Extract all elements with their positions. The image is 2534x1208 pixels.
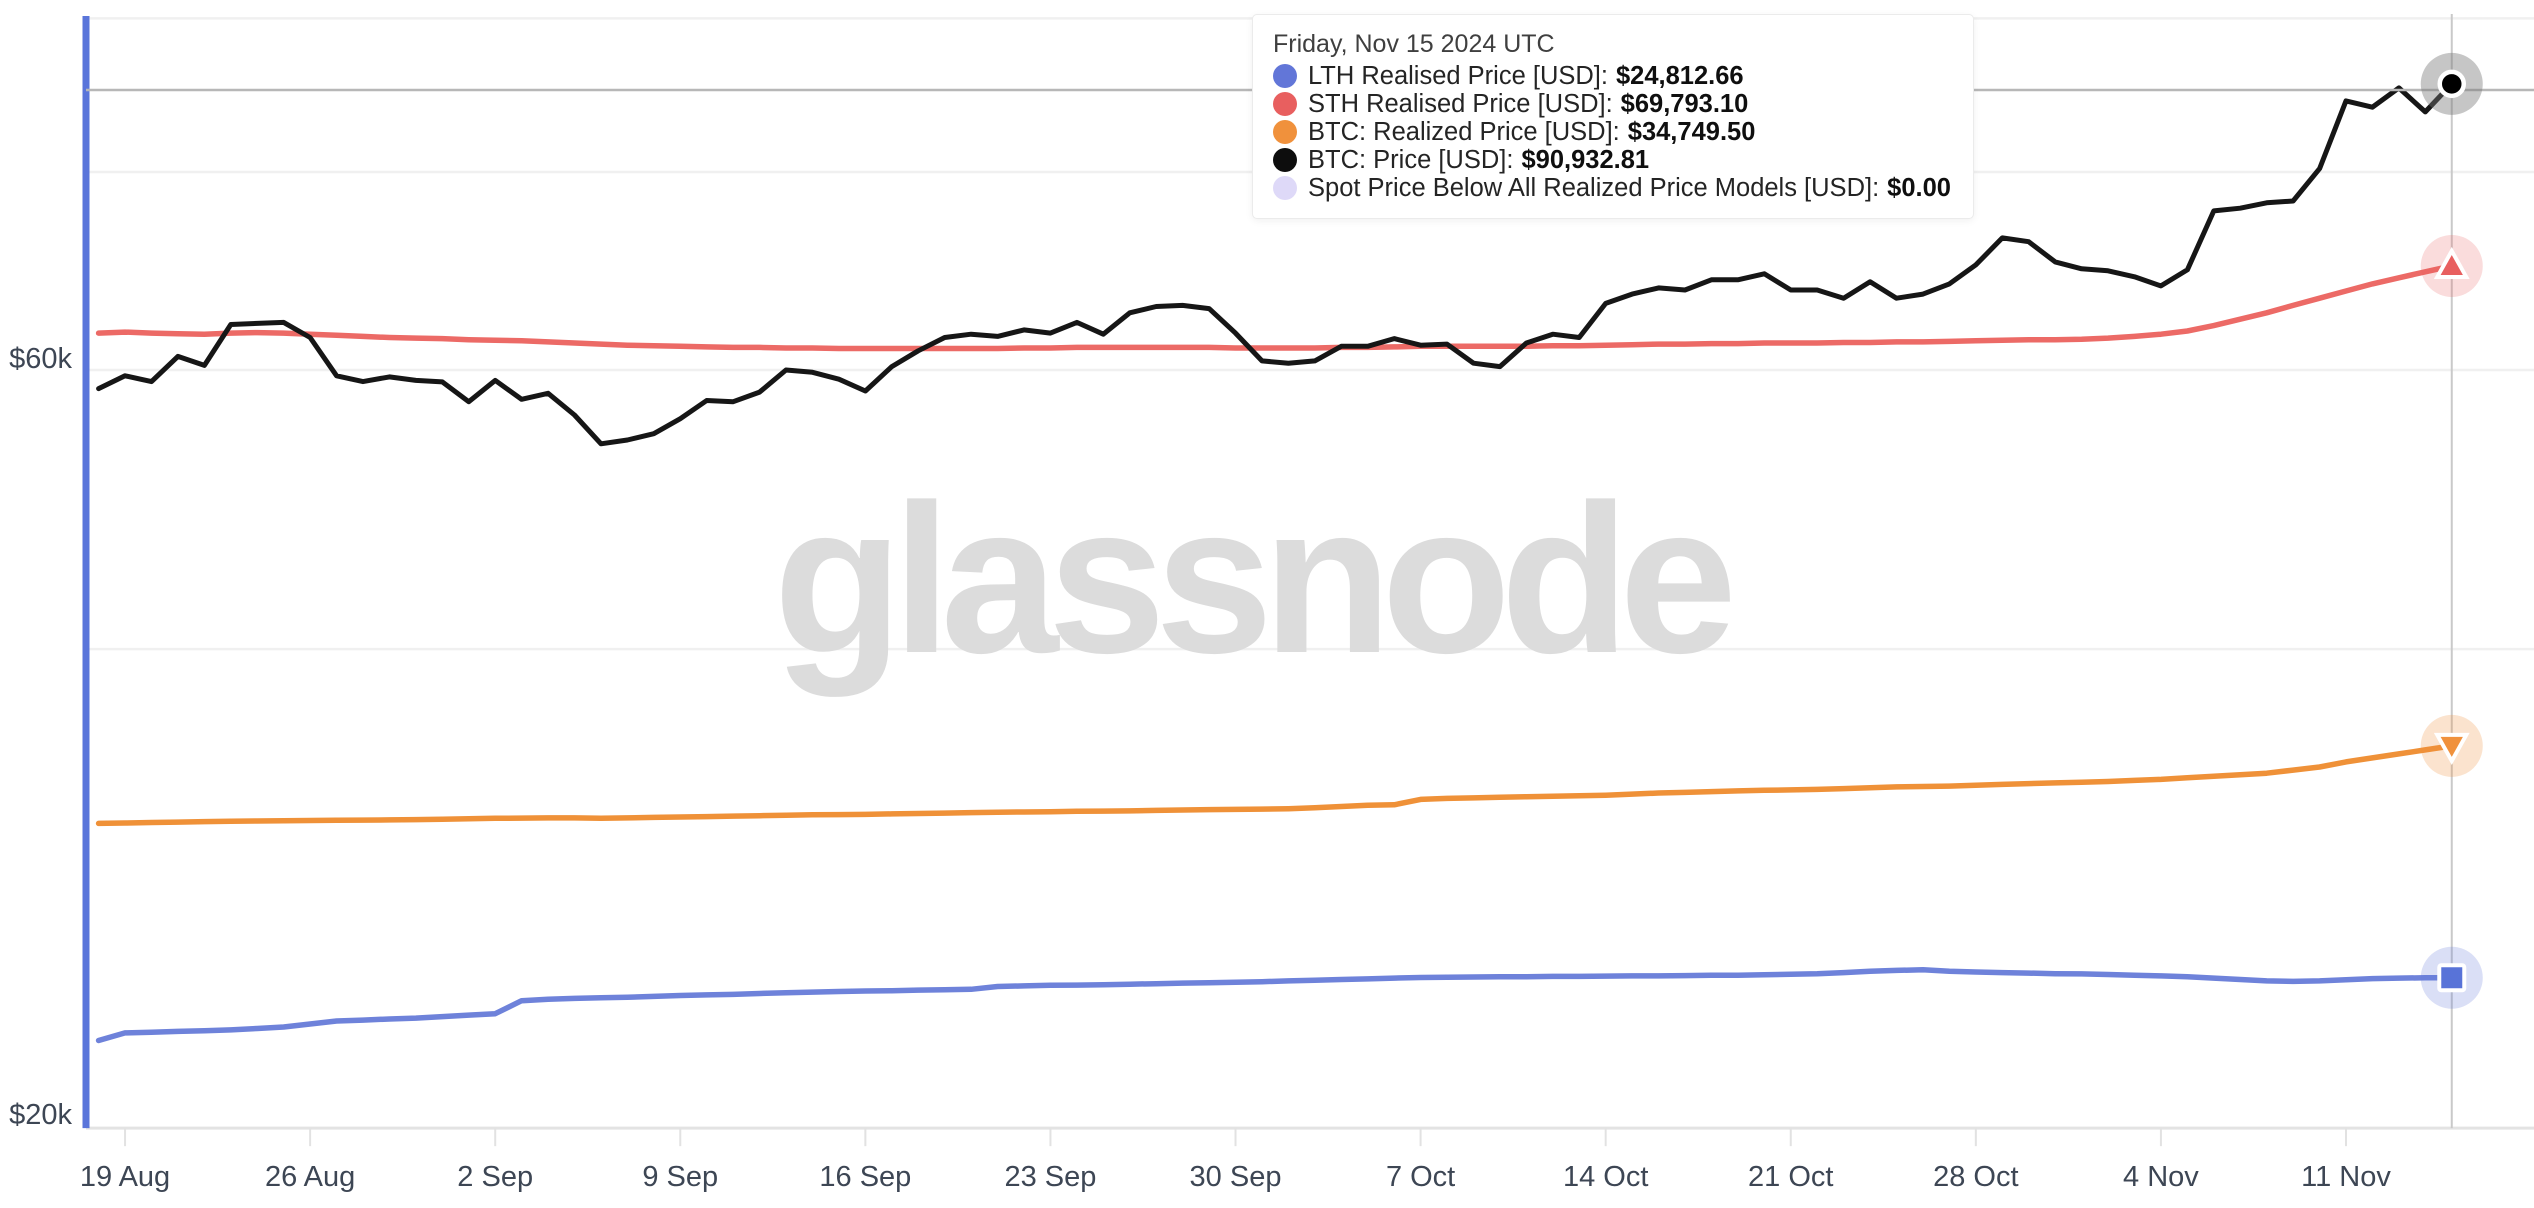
series-line-sth-realised-price-usd xyxy=(95,263,2455,352)
x-axis-tick-label: 28 Oct xyxy=(1933,1161,2018,1193)
tooltip-row-label: LTH Realised Price [USD]: xyxy=(1308,62,1608,90)
glassnode-watermark: glassnode xyxy=(773,460,1730,697)
tooltip-row-btc-realized-price: BTC: Realized Price [USD]: $34,749.50 xyxy=(1273,118,1951,146)
chart-tooltip: Friday, Nov 15 2024 UTC LTH Realised Pri… xyxy=(1252,14,1974,219)
x-axis-tick-label: 4 Nov xyxy=(2123,1161,2199,1193)
x-axis-tick-label: 21 Oct xyxy=(1748,1161,1833,1193)
x-axis-tick-label: 23 Sep xyxy=(1004,1161,1096,1193)
series-line-btc-realized-price-usd xyxy=(95,743,2455,827)
tooltip-row-label: Spot Price Below All Realized Price Mode… xyxy=(1308,174,1880,202)
btc-realized-price-color-dot xyxy=(1273,120,1297,144)
series-line-lth-realised-price-usd xyxy=(95,967,2455,1044)
tooltip-row-value: $34,749.50 xyxy=(1627,118,1756,146)
x-axis-tick-label: 16 Sep xyxy=(819,1161,911,1193)
tooltip-row-label: BTC: Realized Price [USD]: xyxy=(1308,118,1620,146)
marker-lth-realised-price-usd-square-icon xyxy=(2437,963,2467,993)
tooltip-row-lth-realised-price: LTH Realised Price [USD]: $24,812.66 xyxy=(1273,62,1951,90)
lth-realised-price-color-dot xyxy=(1273,64,1297,88)
marker-btc-price-usd-circle-icon xyxy=(2437,69,2467,99)
tooltip-row-btc-price: BTC: Price [USD]: $90,932.81 xyxy=(1273,146,1951,174)
x-axis-tick-label: 19 Aug xyxy=(80,1161,170,1193)
tooltip-row-sth-realised-price: STH Realised Price [USD]: $69,793.10 xyxy=(1273,90,1951,118)
x-axis-tick-label: 11 Nov xyxy=(2301,1161,2391,1193)
y-axis-label-60k: $60k xyxy=(9,343,72,375)
x-axis-tick-label: 30 Sep xyxy=(1190,1161,1282,1193)
tooltip-row-label: BTC: Price [USD]: xyxy=(1308,146,1514,174)
series-line-btc-price-usd xyxy=(96,81,2455,447)
sth-realised-price-color-dot xyxy=(1273,92,1297,116)
tooltip-date-title: Friday, Nov 15 2024 UTC xyxy=(1273,30,1555,58)
tooltip-row-spot-price-below-models: Spot Price Below All Realized Price Mode… xyxy=(1273,174,1951,202)
x-axis-tick-label: 26 Aug xyxy=(265,1161,355,1193)
x-axis-tick-label: 7 Oct xyxy=(1386,1161,1455,1193)
tooltip-row-value: $69,793.10 xyxy=(1620,90,1749,118)
marker-sth-realised-price-usd-triangle-up-icon xyxy=(2433,246,2470,279)
x-axis-tick-label: 14 Oct xyxy=(1563,1161,1648,1193)
tooltip-row-value: $24,812.66 xyxy=(1615,62,1744,90)
tooltip-row-value: $90,932.81 xyxy=(1521,146,1650,174)
x-axis-tick-label: 2 Sep xyxy=(457,1161,533,1193)
y-axis-label-20k: $20k xyxy=(9,1099,72,1131)
x-axis-tick-label: 9 Sep xyxy=(642,1161,718,1193)
btc-price-color-dot xyxy=(1273,148,1297,172)
tooltip-row-label: STH Realised Price [USD]: xyxy=(1308,90,1613,118)
spot-price-below-models-color-dot xyxy=(1273,176,1297,200)
tooltip-row-value: $0.00 xyxy=(1887,174,1951,202)
marker-btc-realized-price-usd-triangle-down-icon xyxy=(2433,732,2470,766)
